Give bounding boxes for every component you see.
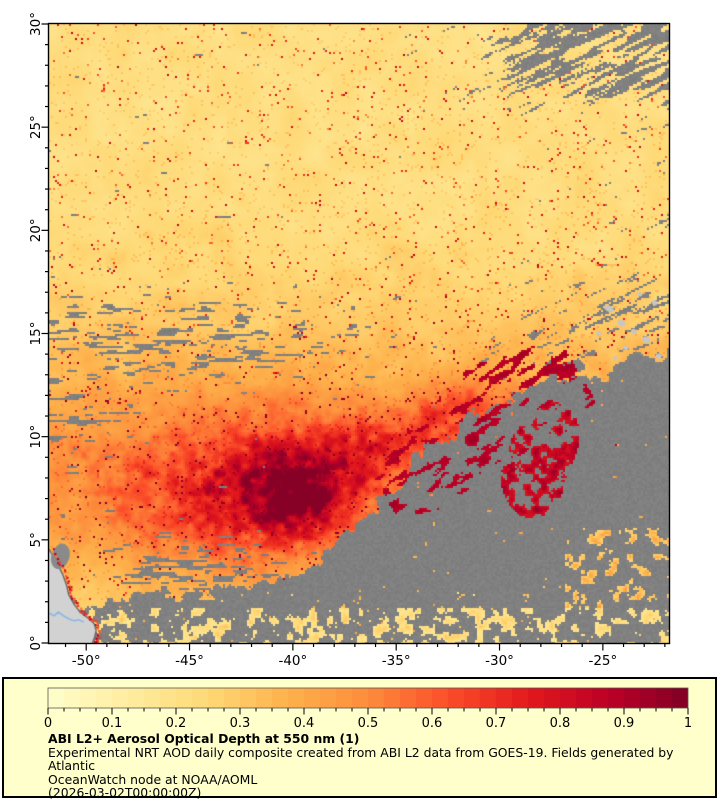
legend-timestamp: (2026-03-02T00:00:00Z) (48, 785, 202, 800)
lon-tick-label: -35° (382, 653, 411, 669)
lat-tick-label: 20° (28, 218, 44, 242)
lat-tick-label: 0° (28, 635, 44, 650)
lat-tick-label: 30° (28, 12, 44, 36)
colorbar-tick-label: 0 (44, 716, 52, 731)
colorbar-tick-label: 1 (684, 716, 692, 731)
colorbar-gradient (48, 688, 688, 708)
lon-tick-label: -45° (175, 653, 204, 669)
lat-tick-label: 25° (28, 115, 44, 139)
aod-map-raster (49, 24, 669, 643)
lon-tick-label: -25° (588, 653, 617, 669)
colorbar-tick-label: 0.8 (550, 716, 571, 731)
lat-tick-label: 5° (28, 532, 44, 547)
legend-text-block: ABI L2+ Aerosol Optical Depth at 550 nm … (48, 732, 715, 800)
lat-tick-label: 15° (28, 322, 44, 346)
colorbar-tick-label: 0.5 (358, 716, 379, 731)
colorbar-tick-label: 0.1 (102, 716, 123, 731)
colorbar-tick-label: 0.6 (422, 716, 443, 731)
colorbar-outline (47, 687, 689, 709)
colorbar-tick-label: 0.4 (294, 716, 315, 731)
colorbar-tick-label: 0.9 (614, 716, 635, 731)
legend-description-line2: OceanWatch node at NOAA/AOML (48, 771, 258, 787)
lon-tick-label: -30° (485, 653, 514, 669)
colorbar-tick-label: 0.7 (486, 716, 507, 731)
map-figure: 0° 5° 10° 15° 20° 25° 30° -50° -45° -40° -35° -30° -… (28, 12, 671, 669)
lat-tick-label: 10° (28, 425, 44, 449)
colorbar-tick-label: 0.3 (230, 716, 251, 731)
lon-tick-label: -40° (278, 653, 307, 669)
lon-tick-label: -50° (72, 653, 101, 669)
colorbar-tick-label: 0.2 (166, 716, 187, 731)
legend-description-line1: Experimental NRT AOD daily composite cre… (48, 744, 674, 774)
colorbar-axis: 0 0.1 0.2 0.3 0.4 0.5 0.6 0.7 0.8 0.9 1 (44, 687, 692, 731)
map-axes: 0° 5° 10° 15° 20° 25° 30° -50° -45° -40° -35° -30° -… (28, 12, 671, 669)
map-frame (47, 22, 671, 645)
legend-title: ABI L2+ Aerosol Optical Depth at 550 nm … (48, 731, 360, 746)
legend-panel: 0 0.1 0.2 0.3 0.4 0.5 0.6 0.7 0.8 0.9 1 ABI L2+ Ae… (2, 677, 717, 800)
